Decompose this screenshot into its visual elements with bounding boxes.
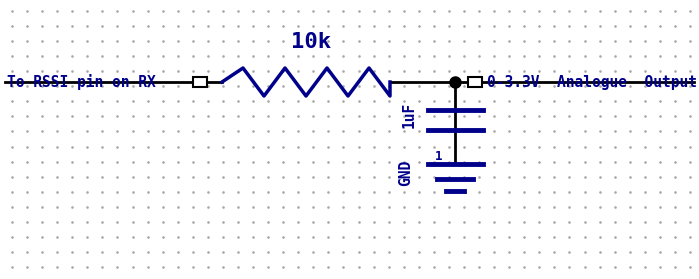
Text: 10k: 10k (291, 32, 331, 52)
Text: 1: 1 (435, 150, 442, 162)
Text: 0-3.3V  Analogue  Output: 0-3.3V Analogue Output (487, 74, 697, 90)
Text: To RSSI pin on RX: To RSSI pin on RX (7, 74, 156, 90)
Bar (468, 77, 482, 87)
Text: GND: GND (398, 159, 413, 186)
Bar (193, 77, 207, 87)
Text: 1uF: 1uF (402, 102, 417, 128)
